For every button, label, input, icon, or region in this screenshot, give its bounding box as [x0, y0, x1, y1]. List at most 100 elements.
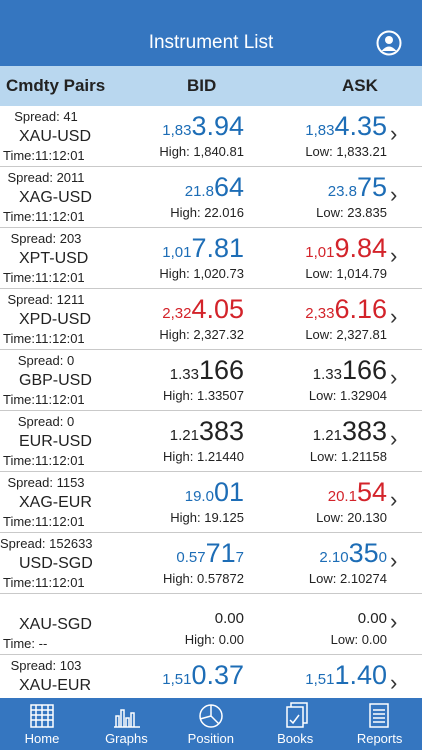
bid-price: 1.33166	[170, 355, 244, 390]
tab[interactable]: Books	[253, 698, 337, 750]
spread: Spread: 2011	[7, 170, 85, 185]
price-main: 6.16	[334, 294, 387, 324]
ask-price: 1,019.84	[305, 233, 387, 268]
price-main: 71	[205, 538, 236, 568]
price-prefix: 2.10	[319, 549, 349, 566]
high: High: 1.33507	[163, 388, 244, 403]
price-prefix: 1,83	[162, 122, 192, 139]
price-prefix: 1.33	[312, 366, 342, 383]
header-bar: Instrument List	[0, 0, 422, 66]
ask-price: 1.21383	[313, 416, 387, 451]
chevron: ›	[390, 548, 398, 573]
instrument-row[interactable]: Spread: 1153 XAG-EUR Time:11:12:01 19.001 Hi…	[0, 472, 422, 533]
tab-label: Graphs	[105, 731, 148, 746]
tab[interactable]: Reports	[338, 698, 422, 750]
price-main: 0.00	[214, 610, 244, 627]
bid-price: 1,833.94	[162, 111, 244, 146]
bid-price: 0.57717	[176, 538, 244, 573]
bid-price: 19.001	[185, 477, 244, 512]
price-main: 01	[213, 477, 244, 507]
low: Low: 1,014.79	[305, 266, 387, 281]
price-main: 4.05	[191, 294, 244, 324]
chevron: ›	[390, 670, 398, 695]
profile-icon[interactable]	[376, 30, 402, 56]
instrument-row[interactable]: Spread: 2011 XAG-USD Time:11:12:01 21.864 Hi…	[0, 167, 422, 228]
instrument-row[interactable]: Spread: 0 EUR-USD Time:11:12:01 1.21383 High…	[0, 411, 422, 472]
column-title: Cmdty Pairs	[6, 76, 106, 95]
time: Time:11:12:01	[3, 575, 85, 590]
high: High: 22.016	[170, 205, 244, 220]
price-prefix: 21.8	[184, 183, 214, 200]
bid-price: 21.864	[185, 172, 244, 207]
price-prefix: 1.21	[312, 427, 342, 444]
chevron: ›	[390, 182, 398, 207]
price-prefix: 1.21	[169, 427, 199, 444]
time: Time:11:12:01	[3, 392, 85, 407]
tab[interactable]: Graphs	[84, 698, 168, 750]
high: High: 1,840.81	[159, 144, 244, 159]
bid-price: 1.21383	[170, 416, 244, 451]
column-title: BID	[187, 76, 217, 95]
instrument-row[interactable]: Spread: 152633 USD-SGD Time:11:12:01 0.5771…	[0, 533, 422, 594]
pair: USD-SGD	[19, 555, 93, 572]
ask-price: 0.00	[358, 604, 387, 634]
column-header	[0, 66, 422, 106]
price-prefix: 1,01	[305, 244, 335, 261]
low: Low: 2,327.81	[305, 327, 387, 342]
spread: Spread: 0	[17, 414, 75, 429]
spread: Spread: 152633	[0, 536, 93, 551]
spread: Spread: 41	[14, 109, 78, 124]
tab-label: Books	[277, 731, 314, 746]
price-prefix: 20.1	[327, 488, 357, 505]
instrument-row[interactable]: Spread: 1211 XPD-USD Time:11:12:01 2,324.05…	[0, 289, 422, 350]
instrument-row[interactable]: Spread: 0 GBP-USD Time:11:12:01 1.33166 High…	[0, 350, 422, 411]
price-main: 383	[341, 416, 387, 446]
tab-label: Home	[24, 731, 60, 746]
price-prefix: 1,51	[162, 671, 192, 688]
high: High: 19.125	[170, 510, 244, 525]
instrument-row[interactable]: XAU-SGD Time: -- 0.00 High: 0.00 0.00 Low: 0.…	[0, 594, 422, 655]
low: Low: 1.21158	[309, 449, 387, 464]
chevron: ›	[390, 365, 398, 390]
low: Low: 23.835	[316, 205, 387, 220]
high: High: 0.57872	[163, 571, 244, 586]
instrument-row[interactable]: Spread: 203 XPT-USD Time:11:12:01 1,017.81 H…	[0, 228, 422, 289]
price-main: 4.35	[334, 111, 387, 141]
pair: XAG-EUR	[19, 494, 92, 511]
spread: Spread: 0	[17, 353, 75, 368]
pair: XAU-EUR	[19, 677, 92, 694]
time: Time:11:12:01	[3, 453, 85, 468]
ask-price: 2,336.16	[305, 294, 387, 329]
tab[interactable]: Home	[0, 698, 84, 750]
tab-icons	[30, 702, 389, 728]
high: High: 2,327.32	[159, 327, 244, 342]
time: Time:11:12:01	[3, 270, 85, 285]
price-suffix: 0	[378, 549, 387, 566]
low: Low: 1.32904	[308, 388, 387, 403]
price-main: 1.40	[334, 660, 387, 690]
price-main: 0.00	[357, 610, 387, 627]
spread: Spread: 103	[10, 658, 82, 673]
spread: Spread: 1153	[7, 475, 85, 490]
tab-label: Position	[187, 731, 234, 746]
instrument-row[interactable]: Spread: 41 XAU-USD Time:11:12:01 1,833.94 Hi…	[0, 106, 422, 167]
ask-price: 2.10350	[319, 538, 387, 573]
pair: XAG-USD	[19, 189, 92, 206]
spread: Spread: 203	[10, 231, 82, 246]
tab[interactable]: Position	[169, 698, 253, 750]
chevron: ›	[390, 487, 398, 512]
price-main: 54	[356, 477, 387, 507]
high: High: 1,020.73	[159, 266, 244, 281]
time: Time:11:12:01	[3, 331, 85, 346]
ask-price: 23.875	[328, 172, 387, 207]
pair: XPD-USD	[19, 311, 92, 328]
price-main: 166	[198, 355, 244, 385]
price-prefix: 1,51	[305, 671, 335, 688]
pair: GBP-USD	[19, 372, 92, 389]
price-main: 35	[348, 538, 379, 568]
pair: XPT-USD	[19, 250, 89, 267]
instrument-row[interactable]: Spread: 103 XAU-EUR 1,510.37 1,511.40 ›	[0, 655, 422, 716]
pair: XAU-USD	[19, 128, 92, 145]
ask-price: 20.154	[328, 477, 387, 512]
